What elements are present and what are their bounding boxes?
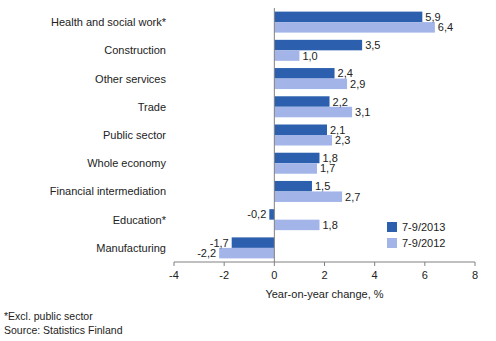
data-label: -0,2: [247, 208, 266, 220]
data-label: 3,1: [355, 106, 370, 118]
zero-line: [274, 8, 275, 262]
bar: [274, 22, 435, 33]
category-label: Trade: [138, 101, 166, 113]
x-tick: [324, 262, 325, 266]
x-tick: [475, 262, 476, 266]
x-tick-label: 6: [422, 269, 428, 281]
data-label: 1,8: [322, 219, 337, 231]
data-label: 2,9: [350, 78, 365, 90]
legend: 7-9/2013 7-9/2012: [387, 221, 445, 249]
chart: 5,96,43,51,02,42,92,23,12,12,31,81,71,52…: [0, 0, 496, 341]
x-tick-label: -4: [169, 269, 179, 281]
x-tick: [374, 262, 375, 266]
legend-swatch: [387, 222, 397, 232]
footnote: Source: Statistics Finland: [4, 324, 123, 336]
x-axis-label: Year-on-year change, %: [265, 288, 383, 300]
bar: [274, 220, 319, 231]
data-label: 1,5: [315, 180, 330, 192]
category-label: Health and social work*: [51, 16, 167, 28]
x-tick-label: -2: [219, 269, 229, 281]
bar: [219, 248, 274, 259]
legend-label: 7-9/2012: [402, 237, 445, 249]
legend-swatch: [387, 238, 397, 248]
footnote: *Excl. public sector: [4, 310, 93, 322]
x-tick: [174, 262, 175, 266]
data-label: 2,7: [345, 191, 360, 203]
x-tick: [424, 262, 425, 266]
data-label: 2,2: [333, 96, 348, 108]
category-label: Education*: [113, 214, 167, 226]
data-label: 3,5: [365, 39, 380, 51]
bar: [274, 135, 332, 146]
x-tick-label: 4: [372, 269, 378, 281]
bar: [274, 96, 329, 107]
data-label: 1,7: [320, 162, 335, 174]
data-label: 2,3: [335, 134, 350, 146]
category-label: Financial intermediation: [50, 185, 166, 197]
bar: [274, 79, 347, 90]
bar: [274, 68, 334, 79]
category-label: Whole economy: [87, 157, 166, 169]
data-label: -2,2: [197, 247, 216, 259]
category-label: Public sector: [103, 129, 166, 141]
bar: [274, 181, 312, 192]
bar: [274, 125, 327, 136]
bar: [269, 209, 274, 220]
data-label: 6,4: [438, 21, 453, 33]
x-tick-label: 8: [472, 269, 478, 281]
bar: [274, 12, 422, 23]
category-label: Other services: [95, 73, 166, 85]
x-tick: [274, 262, 275, 266]
legend-label: 7-9/2013: [402, 221, 445, 233]
bar: [274, 40, 362, 51]
data-label: 1,0: [302, 50, 317, 62]
bar: [274, 50, 299, 61]
bar: [274, 191, 342, 202]
bar: [274, 163, 317, 174]
bar: [274, 107, 352, 118]
x-tick-label: 0: [271, 269, 277, 281]
bar: [232, 237, 275, 248]
x-tick-label: 2: [321, 269, 327, 281]
bar: [274, 153, 319, 164]
category-label: Manufacturing: [96, 242, 166, 254]
category-label: Construction: [104, 44, 166, 56]
x-tick: [224, 262, 225, 266]
